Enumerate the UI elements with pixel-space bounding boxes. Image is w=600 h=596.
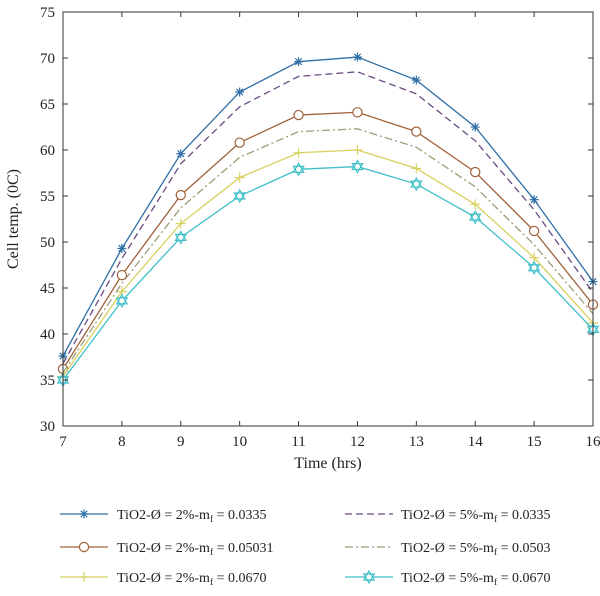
data-point-4-6 [411, 163, 421, 173]
legend: TiO2-Ø = 2%-mf = 0.0335 TiO2-Ø = 5%-mf = … [60, 508, 551, 588]
y-tick-label: 55 [40, 189, 55, 205]
data-point-2-6 [412, 127, 421, 136]
legend-label-suffix: = 0.05031 [213, 541, 273, 556]
legend-label-prefix: TiO2-Ø = 5%-m [401, 508, 494, 523]
data-point-0-5 [353, 53, 362, 62]
legend-item-5: TiO2-Ø = 5%-mf = 0.0670 [345, 571, 551, 588]
data-point-0-2 [176, 149, 185, 158]
legend-label-prefix: TiO2-Ø = 2%-m [117, 541, 210, 556]
data-point-0-7 [471, 123, 480, 132]
legend-label: TiO2-Ø = 5%-mf = 0.0335 [401, 508, 551, 525]
y-tick-label: 30 [40, 419, 55, 435]
data-point-5-6 [411, 178, 421, 190]
legend-item-2: TiO2-Ø = 2%-mf = 0.05031 [60, 541, 274, 558]
x-tick-label: 13 [409, 434, 424, 450]
legend-label-prefix: TiO2-Ø = 5%-m [401, 571, 494, 586]
legend-marker [80, 510, 89, 519]
y-tick-label: 75 [40, 5, 55, 21]
legend-label: TiO2-Ø = 2%-mf = 0.05031 [117, 541, 274, 558]
y-tick-label: 40 [40, 327, 55, 343]
legend-label: TiO2-Ø = 5%-mf = 0.0670 [401, 571, 551, 588]
data-point-2-5 [353, 108, 362, 117]
legend-item-1: TiO2-Ø = 5%-mf = 0.0335 [345, 508, 551, 525]
y-tick-label: 35 [40, 373, 55, 389]
legend-marker [79, 542, 88, 551]
data-point-0-6 [412, 76, 421, 85]
legend-label-suffix: = 0.0335 [213, 508, 266, 523]
y-tick-label: 60 [40, 143, 55, 159]
data-point-5-4 [293, 163, 303, 175]
legend-label: TiO2-Ø = 2%-mf = 0.0335 [117, 508, 267, 525]
legend-label-suffix: = 0.0335 [497, 508, 550, 523]
legend-item-0: TiO2-Ø = 2%-mf = 0.0335 [60, 508, 267, 525]
x-tick-label: 16 [586, 434, 600, 450]
data-point-2-7 [471, 167, 480, 176]
legend-label-suffix: = 0.0503 [497, 541, 550, 556]
series-line-1 [63, 72, 593, 364]
legend-label-prefix: TiO2-Ø = 2%-m [117, 508, 210, 523]
data-point-5-3 [234, 190, 244, 202]
legend-label-prefix: TiO2-Ø = 2%-m [117, 571, 210, 586]
data-point-0-1 [117, 244, 126, 253]
data-point-5-5 [352, 161, 362, 173]
x-axis-label: Time (hrs) [294, 455, 361, 472]
legend-label-prefix: TiO2-Ø = 5%-m [401, 541, 494, 556]
data-point-0-8 [530, 195, 539, 204]
x-tick-label: 12 [350, 434, 365, 450]
data-point-2-3 [235, 138, 244, 147]
x-tick-label: 15 [527, 434, 542, 450]
legend-item-3: TiO2-Ø = 5%-mf = 0.0503 [345, 541, 551, 558]
legend-marker [364, 571, 374, 583]
data-point-2-8 [530, 226, 539, 235]
x-tick-label: 7 [59, 434, 67, 450]
legend-label-suffix: = 0.0670 [213, 571, 266, 586]
x-tick-label: 14 [468, 434, 484, 450]
legend-label-suffix: = 0.0670 [497, 571, 550, 586]
y-tick-label: 45 [40, 281, 55, 297]
legend-label: TiO2-Ø = 5%-mf = 0.0503 [401, 541, 551, 558]
x-tick-label: 8 [118, 434, 126, 450]
y-tick-label: 50 [40, 235, 55, 251]
data-point-0-4 [294, 57, 303, 66]
data-point-5-7 [470, 211, 480, 223]
y-axis-label: Cell temp. (0C) [5, 169, 22, 269]
legend-item-4: TiO2-Ø = 2%-mf = 0.0670 [60, 571, 267, 588]
x-tick-label: 10 [232, 434, 247, 450]
series-line-5 [63, 167, 593, 380]
series-line-4 [63, 150, 593, 376]
x-tick-label: 11 [291, 434, 305, 450]
y-tick-label: 65 [40, 97, 55, 113]
data-point-4-5 [352, 145, 362, 155]
data-point-2-2 [176, 190, 185, 199]
data-point-0-3 [235, 88, 244, 97]
series-layer [58, 53, 598, 386]
data-point-4-4 [294, 148, 304, 158]
y-tick-label: 70 [40, 51, 55, 67]
data-point-2-4 [294, 110, 303, 119]
series-line-0 [63, 57, 593, 356]
legend-marker [79, 572, 89, 582]
legend-label: TiO2-Ø = 2%-mf = 0.0670 [117, 571, 267, 588]
x-tick-label: 9 [177, 434, 185, 450]
